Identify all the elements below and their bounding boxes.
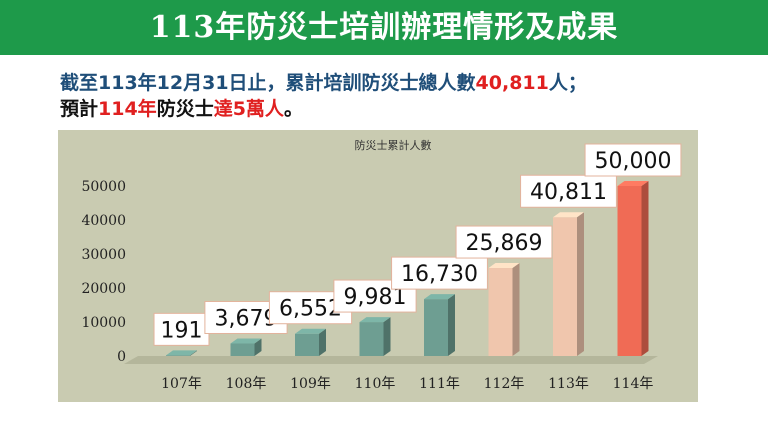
- data-label-box: [455, 225, 553, 259]
- data-label-box: [391, 256, 488, 290]
- bar-108年: [230, 338, 262, 356]
- bar-side: [319, 328, 326, 356]
- data-label-text: 191: [161, 318, 203, 343]
- data-label-text: 16,730: [401, 262, 478, 287]
- data-label-107年: 191: [153, 312, 210, 346]
- bar-side: [448, 294, 455, 356]
- bar-front: [230, 343, 255, 356]
- chart-floor: [124, 356, 658, 364]
- bar-front: [617, 186, 642, 356]
- y-tick-label: 0: [117, 349, 126, 365]
- y-tick-label: 40000: [81, 213, 126, 229]
- bar-side: [254, 338, 262, 356]
- summary-line-2-mid: 防災士: [156, 98, 214, 120]
- summary-line-1: 截至113年12月31日止，累計培訓防災士總人數40,811人；: [60, 68, 587, 95]
- data-label-text: 25,869: [466, 231, 543, 256]
- bar-top: [166, 350, 197, 356]
- bar-front: [359, 322, 384, 356]
- bar-side: [383, 317, 391, 356]
- bar-front: [295, 333, 319, 356]
- bar-top: [553, 212, 584, 218]
- data-label-box: [153, 312, 210, 346]
- data-label-113年: 40,811: [520, 174, 617, 208]
- summary-line-2-prefix: 預計: [60, 98, 99, 120]
- x-tick-label: 108年: [226, 376, 267, 392]
- x-tick-label: 111年: [419, 376, 460, 392]
- summary-line-2: 預計114年防災士達5萬人。: [60, 94, 303, 121]
- x-tick-label: 113年: [548, 376, 589, 392]
- bar-chart: 防災士累計人數 0 10000 20000 30000 40000 50000 191 3,…: [58, 130, 698, 402]
- data-label-box: [584, 143, 682, 177]
- bar-109年: [295, 328, 326, 356]
- data-label-box: [520, 174, 617, 208]
- x-tick-label: 109年: [290, 376, 331, 392]
- bar-top: [295, 328, 326, 334]
- data-label-111年: 16,730: [391, 256, 488, 290]
- bar-top: [230, 338, 262, 344]
- bar-113年: [553, 212, 584, 356]
- bar-front: [488, 268, 513, 356]
- x-axis: 107年 108年 109年 110年 111年 112年 113年 114年: [161, 376, 653, 392]
- bar-front: [424, 299, 448, 356]
- target-year: 114年: [98, 98, 157, 120]
- bar-111年: [424, 294, 455, 356]
- y-axis: 0 10000 20000 30000 40000 50000: [81, 179, 126, 365]
- y-tick-label: 30000: [81, 247, 126, 263]
- data-label-112年: 25,869: [455, 225, 553, 259]
- bar-side: [577, 212, 584, 356]
- page-title: 113年防災士培訓辦理情形及成果: [149, 10, 619, 45]
- bar-side: [641, 181, 649, 356]
- chart-title: 防災士累計人數: [355, 138, 432, 152]
- bar-side: [190, 350, 197, 356]
- bar-front: [166, 355, 190, 356]
- bar-110年: [359, 317, 391, 356]
- bar-side: [512, 263, 520, 356]
- data-label-text: 3,679: [215, 306, 278, 331]
- bar-107年: [166, 350, 197, 356]
- x-tick-label: 107年: [161, 376, 202, 392]
- y-tick-label: 10000: [81, 315, 126, 331]
- data-label-text: 6,552: [279, 297, 342, 322]
- target-goal: 達5萬人: [213, 98, 284, 120]
- bars: [166, 181, 649, 356]
- summary-line-2-suffix: 。: [283, 98, 303, 120]
- data-label-text: 50,000: [595, 149, 672, 174]
- bar-112年: [488, 263, 520, 356]
- summary-line-1-prefix: 截至113年12月31日止，累計培訓防災士總人數: [60, 72, 476, 94]
- title-bar: [0, 0, 768, 55]
- bar-top: [617, 181, 649, 186]
- x-tick-label: 114年: [613, 376, 654, 392]
- y-tick-label: 20000: [81, 281, 126, 297]
- bar-top: [359, 317, 391, 323]
- bar-front: [553, 217, 577, 356]
- data-labels: 191 3,679 6,552 9,98116,73025,86940,81150,0…: [153, 143, 682, 346]
- bar-top: [424, 294, 455, 300]
- x-tick-label: 110年: [355, 376, 396, 392]
- bar-114年: [617, 181, 649, 356]
- summary-line-1-suffix: 人；: [548, 72, 587, 94]
- x-tick-label: 112年: [484, 376, 525, 392]
- total-count: 40,811: [475, 72, 549, 94]
- data-label-114年: 50,000: [584, 143, 682, 177]
- data-label-text: 40,811: [530, 180, 607, 205]
- bar-top: [488, 263, 520, 269]
- y-tick-label: 50000: [81, 179, 126, 195]
